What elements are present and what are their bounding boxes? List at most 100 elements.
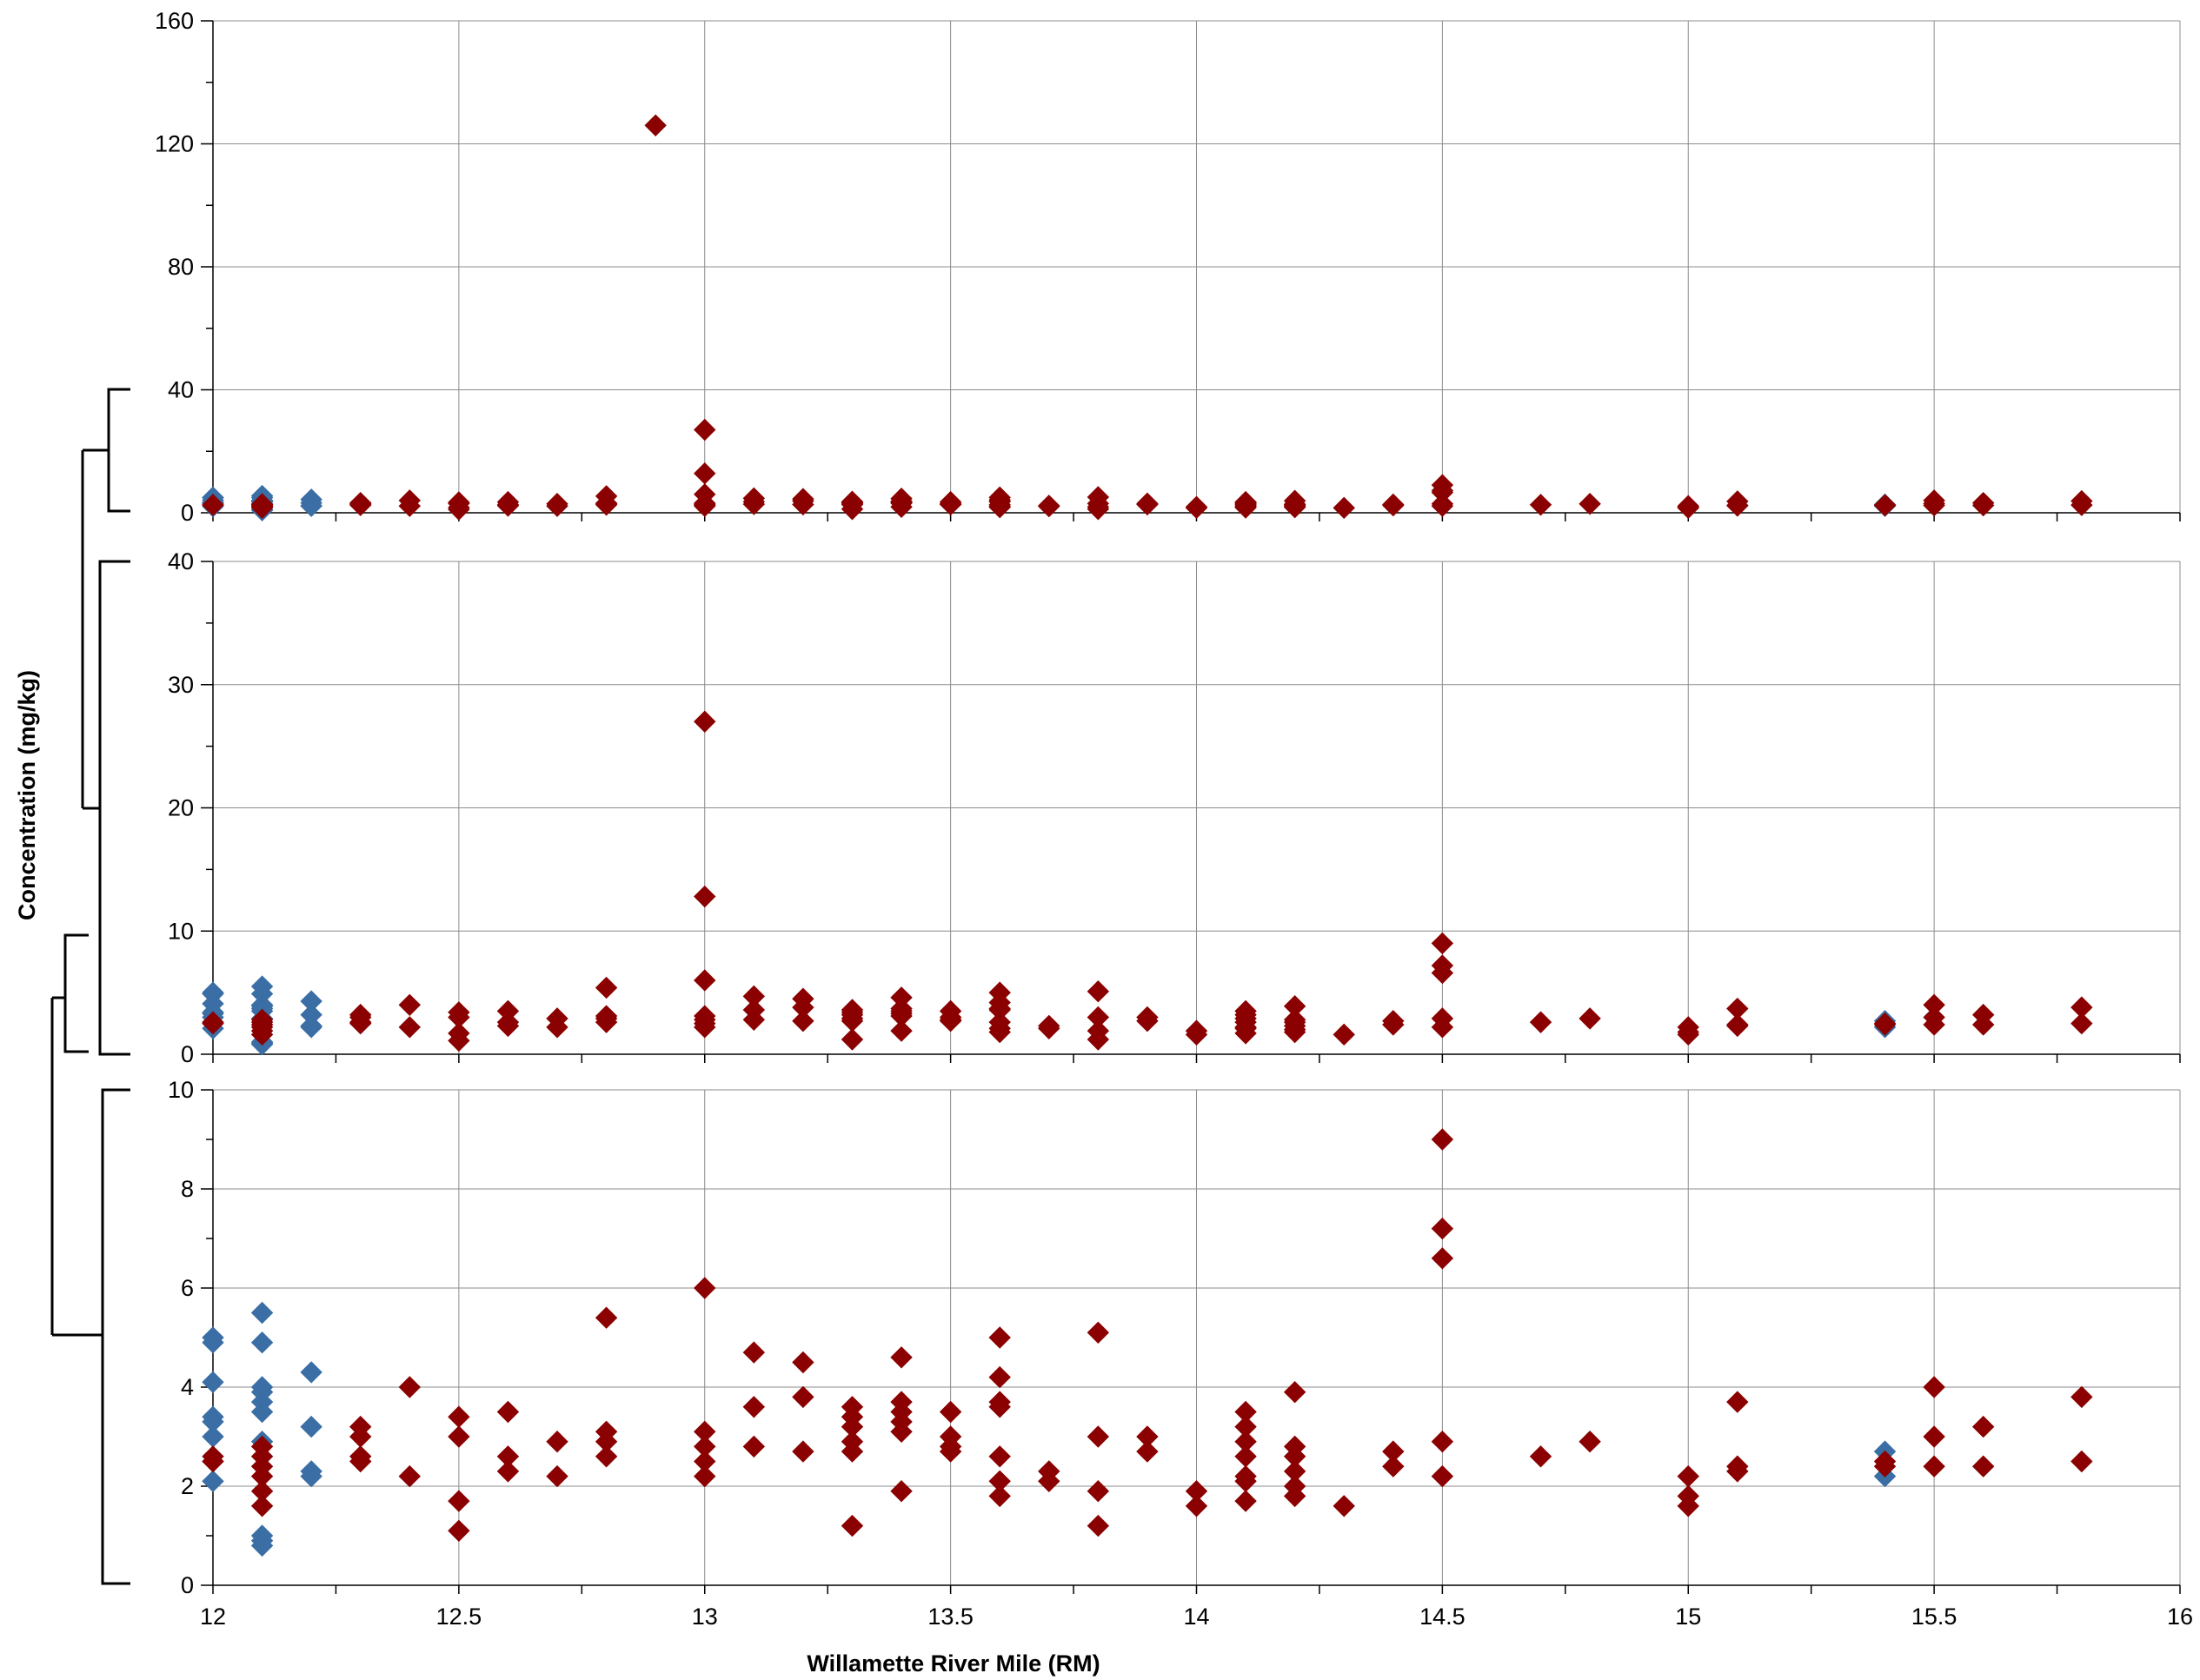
data-point [694, 1464, 716, 1488]
data-point [1677, 1023, 1699, 1046]
data-point [742, 493, 766, 515]
data-point [1283, 1380, 1306, 1404]
data-point [448, 1519, 470, 1543]
data-point [1234, 496, 1257, 519]
data-point [1431, 495, 1454, 517]
y-tick-label: 40 [168, 377, 194, 403]
data-point [1677, 496, 1699, 520]
data-point [595, 1306, 618, 1329]
x-tick-label: 15.5 [1911, 1604, 1957, 1630]
data-point [2070, 1385, 2093, 1409]
data-point [202, 494, 224, 516]
y-tick-label: 0 [181, 500, 194, 526]
data-point [1726, 1391, 1749, 1413]
data-point [1234, 1490, 1257, 1512]
data-point [1333, 1495, 1355, 1517]
data-point [1283, 1484, 1306, 1508]
data-point [939, 1400, 962, 1424]
data-point [2070, 494, 2093, 516]
marks-layer [202, 114, 2093, 1557]
data-point [595, 1445, 618, 1468]
data-point [300, 1361, 322, 1384]
data-point [742, 1008, 766, 1032]
data-point [448, 1029, 470, 1052]
data-point [1923, 1425, 1945, 1448]
labels-layer: 0 40 80 120 160 0 10 20 30 40 0 2 4 6 8 10 12 12.5 13 13.5 1… [155, 8, 2193, 1630]
data-point [694, 1016, 716, 1039]
data-point [496, 1014, 520, 1038]
x-tick-label: 13 [692, 1604, 718, 1630]
data-point [202, 1331, 224, 1354]
y-axis-title: Concentration (mg/kg) [14, 670, 40, 920]
data-point [1923, 1376, 1945, 1398]
data-point [448, 1490, 470, 1512]
data-point [988, 1484, 1011, 1508]
data-point [742, 1341, 766, 1364]
bracket-panel-3 [101, 1088, 130, 1585]
data-point [1087, 1514, 1110, 1537]
data-point [202, 1425, 224, 1448]
data-point [300, 1464, 322, 1488]
data-point [1185, 1023, 1208, 1046]
data-point [1677, 1464, 1699, 1488]
data-point [644, 114, 667, 136]
data-point [448, 1405, 470, 1428]
data-point [742, 1396, 766, 1418]
data-point [546, 1464, 568, 1488]
data-point [250, 1495, 274, 1517]
data-point [694, 418, 716, 442]
x-axis-title: Willamette River Mile (RM) [807, 1650, 1100, 1677]
grid-layer [212, 20, 2181, 1586]
y-tick-label: 10 [168, 918, 194, 944]
y-tick-label: 0 [181, 1041, 194, 1067]
data-point [1677, 1495, 1699, 1517]
data-point [546, 1016, 568, 1039]
data-point [1038, 1470, 1060, 1493]
x-tick-label: 15 [1675, 1604, 1701, 1630]
data-point [841, 1028, 864, 1051]
data-point [1038, 495, 1060, 518]
data-point [1873, 494, 1897, 517]
data-point [349, 1450, 372, 1473]
data-point [595, 494, 618, 516]
data-point [496, 1460, 520, 1483]
data-point [448, 498, 470, 521]
data-point [1971, 1013, 1995, 1036]
data-point [792, 493, 814, 516]
data-point [1431, 1430, 1454, 1453]
data-point [1923, 1455, 1945, 1477]
data-point [1382, 1013, 1405, 1036]
data-point [1234, 1445, 1257, 1468]
bracket-panel-2 [98, 560, 130, 1056]
data-point [841, 498, 864, 521]
data-point [694, 1277, 716, 1299]
data-point [694, 710, 716, 733]
data-point [448, 1425, 470, 1448]
data-point [1185, 496, 1208, 520]
data-point [988, 1020, 1011, 1044]
data-point [1579, 1430, 1601, 1453]
data-point [1529, 1445, 1552, 1468]
data-point [890, 1479, 913, 1503]
data-point [250, 1301, 274, 1325]
data-point [792, 1010, 814, 1033]
data-point [1431, 1247, 1454, 1270]
data-point [792, 1351, 814, 1374]
data-point [1087, 980, 1110, 1003]
y-tick-label: 20 [168, 795, 194, 821]
data-point [349, 494, 372, 516]
data-point [1529, 1011, 1552, 1033]
data-point [988, 1396, 1011, 1418]
data-point [939, 1440, 962, 1463]
data-point [1873, 1455, 1897, 1477]
panel-brackets [50, 388, 130, 1585]
data-point [300, 1016, 322, 1039]
y-tick-label: 4 [181, 1374, 194, 1400]
y-tick-label: 120 [155, 131, 194, 157]
data-point [1923, 1013, 1945, 1036]
data-point [1087, 1425, 1110, 1448]
data-point [1431, 932, 1454, 955]
data-point [1579, 493, 1601, 515]
data-point [1971, 1455, 1995, 1477]
